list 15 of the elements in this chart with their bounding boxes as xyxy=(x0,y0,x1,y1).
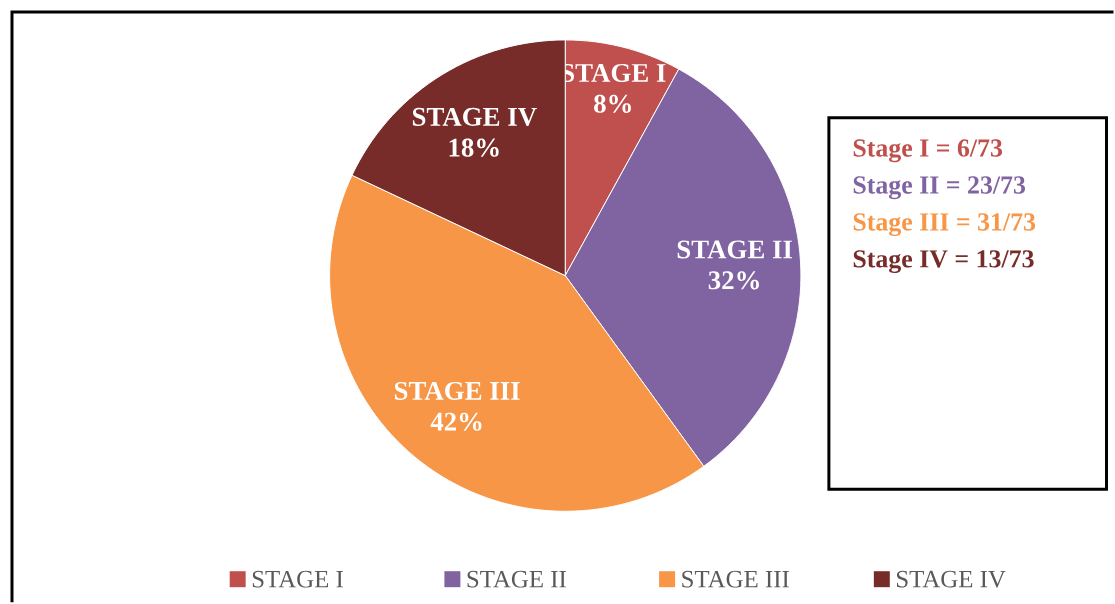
legend-label: STAGE I xyxy=(252,571,343,588)
text: Stage III = 31/73 xyxy=(853,213,1036,237)
data-label: 42% xyxy=(430,412,482,432)
legend-label: STAGE II xyxy=(467,571,566,588)
data-label: 32% xyxy=(708,271,759,290)
legend-label: STAGE III xyxy=(682,571,789,588)
slice-label: STAGE II xyxy=(677,240,793,259)
text: Stage I = 6/73 xyxy=(853,139,1003,163)
slice-label: STAGE IV xyxy=(412,108,537,127)
data-label: 8% xyxy=(594,94,631,114)
slice-label: STAGE III xyxy=(394,382,520,401)
text: Stage II = 23/73 xyxy=(853,176,1026,200)
legend-label: STAGE IV xyxy=(896,570,1006,588)
data-label: 18% xyxy=(449,138,499,157)
text: Stage IV = 13/73 xyxy=(853,250,1034,274)
